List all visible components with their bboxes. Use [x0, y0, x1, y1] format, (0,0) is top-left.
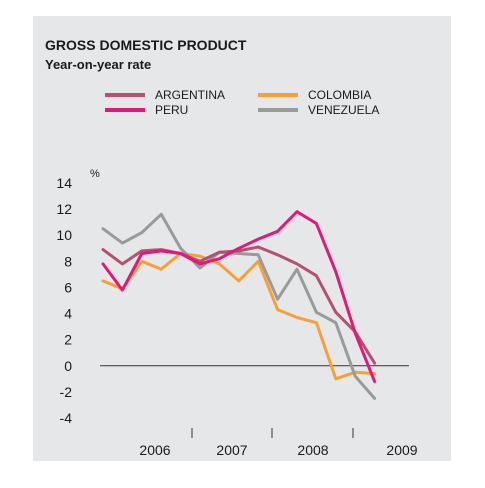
series-line-colombia [101, 252, 377, 381]
x-axis-ticks: 2006 2007 2008 2009 [139, 428, 418, 458]
y-tick-label: 10 [56, 227, 72, 243]
series-line-peru [101, 210, 377, 383]
legend: ARGENTINA COLOMBIA PERU VENEZUELA [105, 88, 379, 117]
y-tick-label: -2 [60, 384, 73, 400]
y-tick-label: 4 [64, 306, 72, 322]
chart-panel [33, 16, 451, 461]
legend-label-peru: PERU [155, 103, 188, 117]
y-tick-label: 8 [64, 253, 72, 269]
y-tick-label: 14 [56, 175, 72, 191]
legend-label-argentina: ARGENTINA [155, 88, 225, 102]
series-lines [101, 210, 377, 400]
chart-title: GROSS DOMESTIC PRODUCT [45, 37, 247, 53]
y-tick-label: 0 [64, 358, 72, 374]
chart-subtitle: Year-on-year rate [45, 57, 151, 72]
y-tick-label: 6 [64, 279, 72, 295]
y-tick-label: 12 [56, 201, 72, 217]
x-tick-label: 2007 [216, 442, 247, 458]
legend-label-colombia: COLOMBIA [308, 88, 371, 102]
x-tick-label: 2009 [386, 442, 417, 458]
x-tick-label: 2008 [297, 442, 328, 458]
series-line-argentina [101, 245, 377, 365]
y-tick-label: -4 [60, 410, 73, 426]
y-tick-label: 2 [64, 332, 72, 348]
legend-label-venezuela: VENEZUELA [308, 103, 379, 117]
x-tick-label: 2006 [139, 442, 170, 458]
y-axis-ticks: 14 12 10 8 6 4 2 0 -2 -4 [56, 175, 72, 426]
series-line-venezuela [101, 212, 377, 400]
y-unit-label: % [90, 168, 100, 180]
